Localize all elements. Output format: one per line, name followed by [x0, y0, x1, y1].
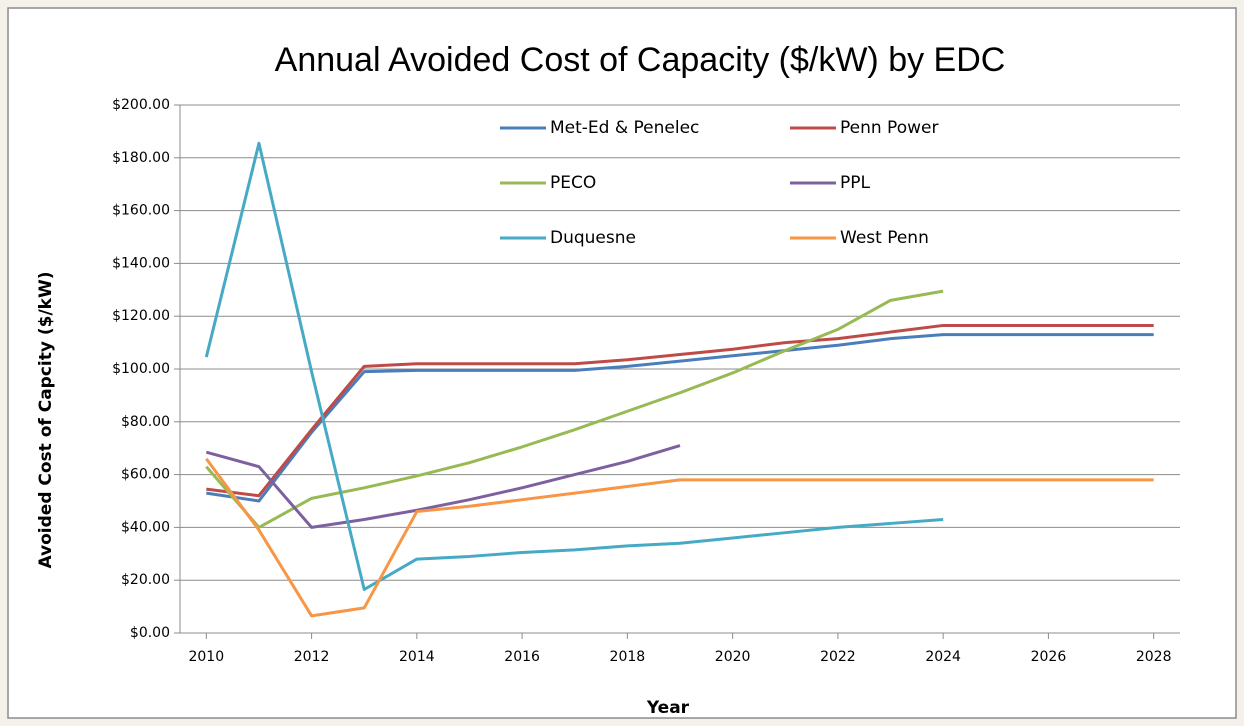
x-tick-label: 2024: [925, 649, 961, 665]
series-line: [206, 333, 1154, 503]
x-tick-label: 2028: [1136, 649, 1172, 665]
legend-label: Duquesne: [550, 228, 636, 248]
series-line: [205, 457, 1154, 618]
series-line: [204, 141, 944, 591]
y-tick-label: $0.00: [130, 625, 170, 641]
y-tick-label: $200.00: [112, 97, 170, 113]
legend-label: Penn Power: [840, 118, 938, 138]
x-axis-label: Year: [646, 698, 690, 718]
x-tick-label: 2018: [610, 649, 646, 665]
x-tick-label: 2026: [1031, 649, 1067, 665]
y-tick-label: $60.00: [121, 467, 170, 483]
chart-area: [7, 7, 1237, 719]
x-tick-label: 2012: [294, 649, 330, 665]
x-tick-label: 2010: [188, 649, 224, 665]
x-tick-label: 2022: [820, 649, 856, 665]
series-line: [206, 323, 1154, 498]
y-tick-label: $140.00: [112, 255, 170, 271]
legend-label: West Penn: [840, 228, 929, 248]
legend-label: PECO: [550, 173, 596, 193]
x-tick-label: 2016: [504, 649, 540, 665]
y-tick-label: $80.00: [121, 414, 170, 430]
series-line: [205, 444, 681, 529]
chart-title: Annual Avoided Cost of Capacity ($/kW) b…: [275, 41, 1006, 79]
x-tick-label: 2020: [715, 649, 751, 665]
series-line: [205, 289, 944, 529]
y-tick-label: $100.00: [112, 361, 170, 377]
x-tick-label: 2014: [399, 649, 435, 665]
legend-label: Met-Ed & Penelec: [550, 118, 699, 138]
y-tick-label: $40.00: [121, 519, 170, 535]
y-axis-label: Avoided Cost of Capcity ($/kW): [36, 271, 56, 568]
y-tick-label: $160.00: [112, 203, 170, 219]
legend-label: PPL: [840, 173, 871, 193]
y-tick-label: $20.00: [121, 572, 170, 588]
y-tick-label: $120.00: [112, 308, 170, 324]
y-tick-label: $180.00: [112, 150, 170, 166]
